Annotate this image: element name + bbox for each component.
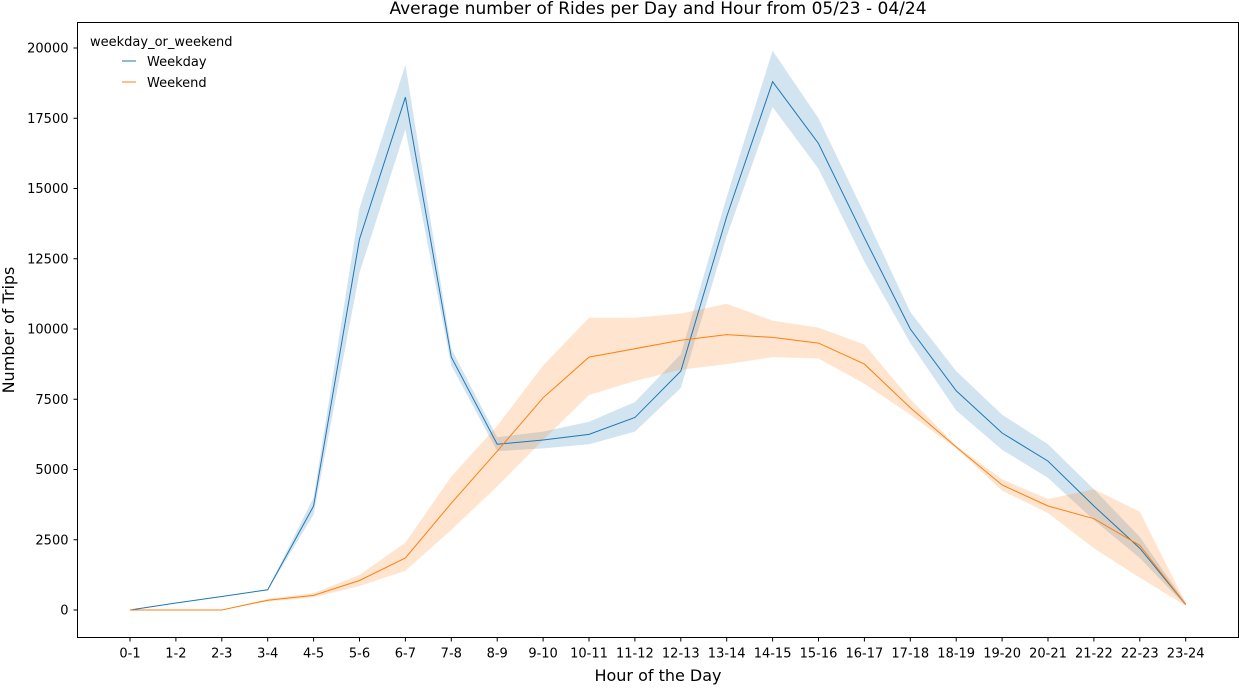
y-tick-label: 2500 bbox=[35, 533, 68, 548]
x-tick-label: 8-9 bbox=[487, 647, 508, 662]
x-axis: 0-1 1-2 2-3 3-4 4-5 5-6 6-7 7-8 8-9 9-10 10-11 11-1… bbox=[119, 637, 1205, 662]
legend-label-weekend: Weekend bbox=[147, 76, 207, 91]
x-tick-label: 18-19 bbox=[937, 647, 975, 662]
series-line-weekend bbox=[130, 334, 1187, 611]
series-lines bbox=[129, 80, 1187, 611]
ci-band-weekend bbox=[130, 303, 1186, 610]
x-tick-label: 1-2 bbox=[165, 647, 186, 662]
x-tick-label: 17-18 bbox=[891, 647, 929, 662]
confidence-bands bbox=[130, 50, 1186, 611]
chart-title: Average number of Rides per Day and Hour… bbox=[389, 0, 926, 19]
y-tick-label: 7500 bbox=[35, 393, 68, 408]
y-axis: 0 2500 5000 7500 10000 12500 15000 17500 20000 bbox=[27, 42, 78, 619]
x-tick-label: 21-22 bbox=[1075, 647, 1113, 662]
x-tick-label: 20-21 bbox=[1029, 647, 1067, 662]
ci-band-weekday bbox=[130, 50, 1186, 611]
legend-label-weekday: Weekday bbox=[147, 55, 207, 70]
x-tick-label: 0-1 bbox=[119, 647, 140, 662]
y-tick-label: 0 bbox=[60, 604, 68, 619]
legend: weekday_or_weekend Weekday Weekend bbox=[90, 35, 233, 91]
x-tick-label: 15-16 bbox=[800, 647, 838, 662]
x-tick-label: 7-8 bbox=[441, 647, 462, 662]
x-tick-label: 23-24 bbox=[1167, 647, 1205, 662]
x-axis-label: Hour of the Day bbox=[594, 666, 721, 685]
y-tick-label: 12500 bbox=[27, 252, 68, 267]
x-tick-label: 16-17 bbox=[846, 647, 884, 662]
y-tick-label: 17500 bbox=[27, 112, 68, 127]
y-tick-label: 20000 bbox=[27, 42, 68, 57]
y-tick-label: 15000 bbox=[27, 182, 68, 197]
x-tick-label: 22-23 bbox=[1121, 647, 1159, 662]
x-tick-label: 13-14 bbox=[708, 647, 746, 662]
x-tick-label: 3-4 bbox=[257, 647, 278, 662]
series-line-weekday bbox=[129, 80, 1187, 611]
x-tick-label: 4-5 bbox=[303, 647, 324, 662]
y-tick-label: 5000 bbox=[35, 463, 68, 478]
y-axis-label: Number of Trips bbox=[0, 267, 18, 394]
x-tick-label: 6-7 bbox=[395, 647, 416, 662]
x-tick-label: 19-20 bbox=[983, 647, 1021, 662]
x-tick-label: 10-11 bbox=[570, 647, 608, 662]
x-tick-label: 9-10 bbox=[528, 647, 558, 662]
x-tick-label: 14-15 bbox=[754, 647, 792, 662]
y-tick-label: 10000 bbox=[27, 323, 68, 338]
x-tick-label: 2-3 bbox=[211, 647, 232, 662]
x-tick-label: 5-6 bbox=[349, 647, 370, 662]
x-tick-label: 11-12 bbox=[616, 647, 654, 662]
legend-title: weekday_or_weekend bbox=[90, 35, 233, 50]
x-tick-label: 12-13 bbox=[662, 647, 700, 662]
